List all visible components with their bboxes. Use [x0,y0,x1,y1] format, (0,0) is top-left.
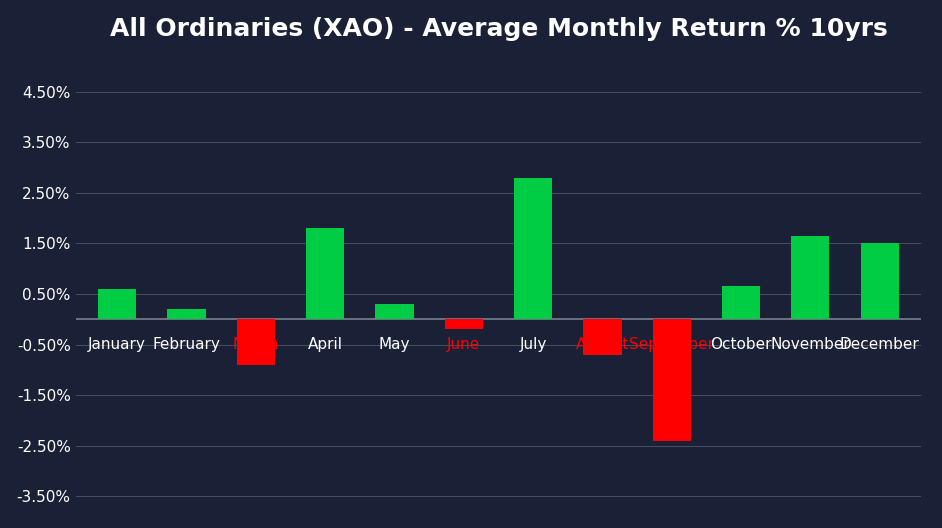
Text: March: March [233,337,279,352]
Text: August: August [576,337,629,352]
Text: June: June [447,337,480,352]
Text: February: February [153,337,220,352]
Text: May: May [379,337,410,352]
Bar [583,319,622,355]
Bar [861,243,899,319]
Bar [514,178,552,319]
Text: November: November [771,337,851,352]
Bar [168,309,205,319]
Bar [722,287,760,319]
Bar [653,319,690,440]
Text: April: April [308,337,343,352]
Bar [791,236,830,319]
Title: All Ordinaries (XAO) - Average Monthly Return % 10yrs: All Ordinaries (XAO) - Average Monthly R… [109,17,887,41]
Bar [98,289,137,319]
Bar [236,319,275,365]
Text: January: January [89,337,146,352]
Bar [445,319,483,329]
Bar [375,304,414,319]
Text: September: September [629,337,714,352]
Text: October: October [710,337,771,352]
Text: December: December [840,337,919,352]
Bar [306,228,344,319]
Text: July: July [519,337,546,352]
